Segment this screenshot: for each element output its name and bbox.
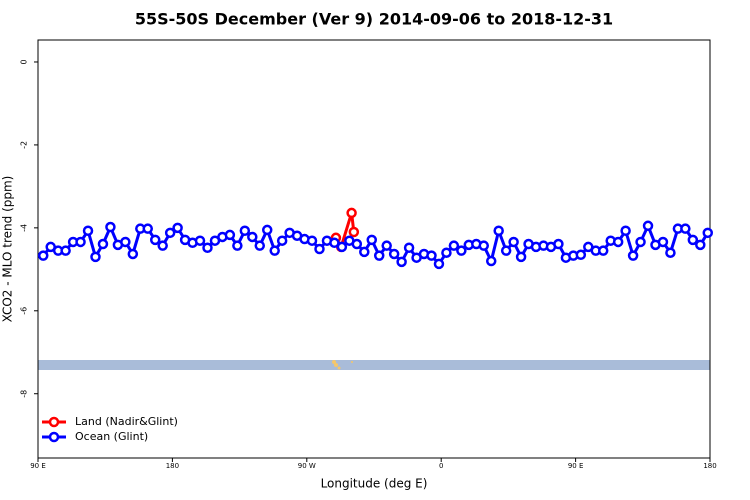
point [306, 235, 318, 246]
point [695, 239, 706, 251]
point [493, 225, 504, 237]
surface-band [38, 360, 710, 370]
legend-label: Land (Nadir&Glint) [75, 415, 178, 428]
point [620, 225, 631, 237]
point [381, 240, 392, 251]
point [702, 227, 714, 239]
point [657, 236, 669, 248]
y-tick-label: -4 [20, 224, 29, 232]
chart-title: 55S-50S December (Ver 9) 2014-09-06 to 2… [135, 10, 613, 29]
point [448, 240, 460, 251]
land-dot [332, 360, 336, 364]
land-dot [334, 363, 338, 367]
y-axis-label: XCO2 - MLO trend (ppm) [1, 176, 15, 323]
point [336, 241, 348, 253]
point [232, 240, 243, 251]
point [553, 238, 564, 250]
point [627, 250, 639, 261]
point [254, 240, 266, 251]
x-axis-label: Longitude (deg E) [321, 477, 428, 491]
point [37, 250, 49, 261]
point [635, 236, 646, 248]
point [269, 245, 280, 256]
point [194, 235, 206, 246]
point [346, 207, 357, 219]
point [239, 225, 251, 237]
point [687, 234, 699, 246]
point [60, 245, 71, 256]
x-tick-label: 0 [439, 462, 443, 470]
point [120, 236, 131, 248]
point [247, 231, 258, 243]
point [276, 235, 288, 246]
point [441, 247, 452, 258]
point [373, 250, 385, 261]
y-tick-label: 0 [20, 59, 29, 64]
point [202, 242, 213, 254]
point [82, 225, 94, 237]
point [105, 221, 116, 233]
point [508, 236, 519, 248]
legend-marker [48, 416, 60, 428]
point [142, 223, 154, 234]
point [642, 220, 654, 232]
point [97, 238, 109, 250]
y-tick-label: -6 [20, 307, 29, 315]
point [456, 245, 467, 256]
point [575, 249, 587, 261]
point [149, 234, 161, 246]
point [348, 226, 360, 238]
legend-label: Ocean (Glint) [75, 430, 148, 443]
point [172, 222, 183, 234]
point [665, 247, 676, 258]
x-tick-label: 180 [703, 462, 716, 470]
point [485, 255, 497, 267]
x-tick-label: 90 E [30, 462, 46, 470]
point [403, 242, 415, 254]
point [314, 243, 325, 255]
point [261, 224, 273, 236]
point [90, 251, 101, 263]
point [396, 256, 407, 268]
point [388, 248, 400, 260]
point [426, 250, 437, 261]
point [478, 240, 490, 251]
x-tick-label: 90 W [298, 462, 316, 470]
point [75, 236, 86, 248]
land-dot [337, 366, 341, 370]
y-tick-label: -2 [20, 141, 29, 149]
point [612, 236, 624, 248]
point [500, 245, 512, 256]
point [366, 234, 378, 246]
x-tick-label: 90 E [568, 462, 584, 470]
y-tick-label: -8 [20, 390, 29, 398]
point [127, 248, 139, 260]
point [157, 240, 168, 251]
point [433, 258, 445, 270]
point [329, 237, 340, 249]
x-tick-label: 180 [166, 462, 179, 470]
point [597, 245, 609, 256]
plot-frame [37, 39, 711, 459]
point [164, 227, 176, 239]
point [515, 251, 527, 263]
point [680, 223, 691, 234]
point [351, 238, 363, 250]
land-dot [351, 361, 353, 363]
point [224, 229, 236, 241]
legend-marker [48, 431, 60, 443]
point [359, 246, 370, 258]
